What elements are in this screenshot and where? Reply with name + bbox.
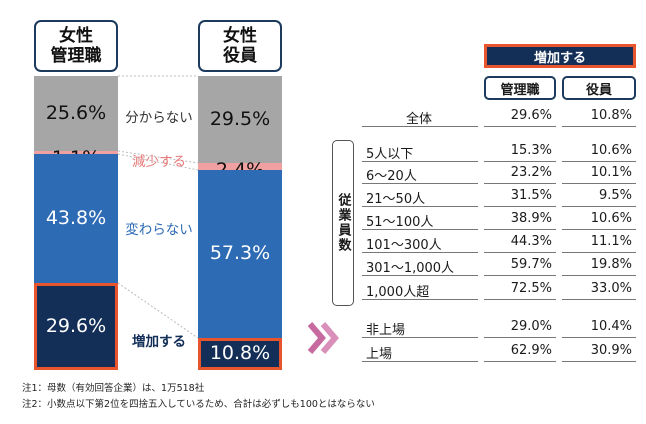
row-underline (362, 206, 478, 207)
label-decrease: 減少する (132, 154, 186, 170)
row-label: 101～300人 (366, 238, 442, 253)
cell-managers: 23.2% (510, 165, 552, 180)
bar-executives-segment-0 (198, 76, 282, 163)
bar-managers-value-label-0: 25.6% (45, 101, 107, 124)
row-underline (362, 229, 478, 230)
label-unknown: 分からない (125, 110, 193, 126)
row-underline (484, 337, 556, 338)
row-underline (562, 337, 636, 338)
row-underline (484, 126, 556, 127)
col-header-executives: 役員 (562, 76, 636, 100)
cell-managers: 62.9% (510, 343, 552, 358)
row-underline (562, 252, 636, 253)
cell-executives: 33.0% (590, 281, 632, 296)
chevron-right-icon (307, 322, 339, 354)
row-underline (562, 206, 636, 207)
row-underline (484, 183, 556, 184)
group-label-text: 従業員数 (335, 193, 351, 253)
bar-executives-segment-1 (198, 163, 282, 170)
row-underline (484, 361, 556, 362)
cell-executives: 10.8% (590, 108, 632, 123)
bar-executives-value-label-3: 10.8% (209, 342, 271, 364)
bar-managers-value-label-2: 43.8% (45, 206, 107, 229)
row-underline (484, 299, 556, 300)
row-label: 上場 (366, 347, 393, 362)
connector-line (117, 153, 199, 171)
row-label: 301～1,000人 (366, 261, 455, 276)
cell-executives: 30.9% (590, 343, 632, 358)
cell-managers: 44.3% (510, 234, 552, 249)
row-underline (362, 299, 478, 300)
cell-managers: 29.0% (510, 319, 552, 334)
cell-executives: 10.6% (590, 211, 632, 226)
cell-managers: 31.5% (510, 188, 552, 203)
bar-executives-value-label-0: 29.5% (209, 107, 271, 130)
connector-line (117, 150, 199, 164)
row-underline (484, 252, 556, 253)
row-underline (484, 229, 556, 230)
row-underline (562, 161, 636, 162)
row-underline (484, 161, 556, 162)
cell-managers: 38.9% (510, 211, 552, 226)
row-label: 6～20人 (366, 169, 417, 184)
bar-executives-value-label-2: 57.3% (209, 242, 271, 264)
cell-executives: 10.6% (590, 143, 632, 158)
row-underline (562, 229, 636, 230)
bar-executives-segment-2 (198, 170, 282, 338)
label-increase: 増加する (132, 334, 186, 350)
cell-executives: 10.1% (590, 165, 632, 180)
cell-managers: 15.3% (510, 143, 552, 158)
connector-line (117, 282, 199, 339)
row-underline (562, 183, 636, 184)
bar-managers-segment-1 (34, 151, 118, 154)
row-underline (362, 252, 478, 253)
row-underline (362, 361, 478, 362)
cell-executives: 9.5% (598, 188, 632, 203)
row-label: 5人以下 (366, 147, 414, 162)
bar-header-line1: 女性 (223, 26, 257, 46)
row-underline (562, 275, 636, 276)
bar-executives-segment-3 (198, 338, 282, 370)
bar-managers-segment-2 (34, 154, 118, 283)
bar-managers-segment-0 (34, 76, 118, 151)
row-label: 51～100人 (366, 215, 434, 230)
row-underline (484, 206, 556, 207)
row-label: 全体 (405, 112, 432, 127)
row-underline (362, 275, 478, 276)
note-1: 注1：母数（有効回答企業）は、1万518社 (22, 383, 205, 394)
bar-header-line2: 役員 (223, 46, 257, 66)
bar-header-executives: 女性 役員 (198, 20, 282, 72)
row-label: 非上場 (366, 323, 406, 338)
row-underline (362, 337, 478, 338)
row-underline (362, 183, 478, 184)
row-label: 1,000人超 (366, 285, 430, 300)
row-underline (562, 126, 636, 127)
bar-managers-value-label-3: 29.6% (45, 314, 107, 337)
cell-executives: 11.1% (590, 234, 632, 249)
note-2: 注2：小数点以下第2位を四捨五入しているため、合計は必ずしも100とはならない (22, 399, 375, 410)
row-label: 21～50人 (366, 192, 426, 207)
bar-header-managers: 女性 管理職 (34, 20, 118, 72)
group-label-employees: 従業員数 (332, 140, 354, 306)
row-underline (562, 361, 636, 362)
bar-header-line2: 管理職 (50, 46, 102, 66)
table-header-increase: 増加する (484, 44, 636, 68)
bar-header-line1: 女性 (59, 26, 93, 46)
row-underline (484, 275, 556, 276)
label-unchanged: 変わらない (125, 222, 193, 238)
row-underline (562, 299, 636, 300)
cell-managers: 29.6% (510, 108, 552, 123)
col-header-managers: 管理職 (484, 76, 556, 100)
row-underline (362, 126, 478, 127)
bar-managers-segment-3 (34, 283, 118, 370)
cell-executives: 19.8% (590, 257, 632, 272)
cell-executives: 10.4% (590, 319, 632, 334)
row-underline (362, 161, 478, 162)
cell-managers: 59.7% (510, 257, 552, 272)
cell-managers: 72.5% (510, 281, 552, 296)
